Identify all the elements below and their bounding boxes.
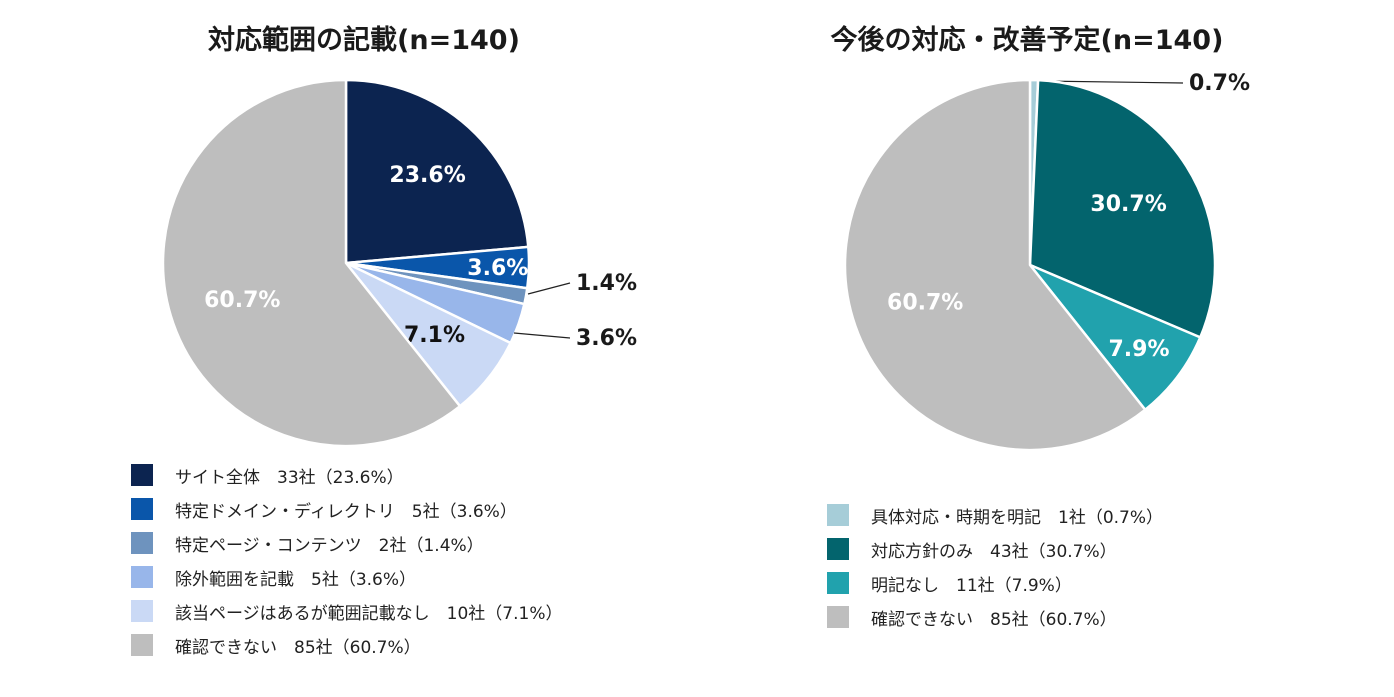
pie-0-slice-5 (161, 78, 462, 448)
legend-1-item-2: 明記なし 11社（7.9%） (827, 566, 1163, 600)
legend-0-label-3: 除外範囲を記載 5社（3.6%） (175, 569, 417, 590)
pie-1-slice-1 (1028, 78, 1217, 339)
pie-0-data-label-5: 60.7% (204, 288, 280, 313)
legend-1-item-3: 確認できない 85社（60.7%） (827, 600, 1163, 634)
legend-0-label-1: 特定ドメイン・ディレクトリ 5社（3.6%） (175, 501, 517, 522)
legend-0-item-4: 該当ページはあるが範囲記載なし 10社（7.1%） (131, 594, 562, 628)
legend-1-swatch-1 (827, 538, 849, 560)
legend-1-item-0: 具体対応・時期を明記 1社（0.7%） (827, 498, 1163, 532)
legend-0-item-5: 確認できない 85社（60.7%） (131, 628, 562, 662)
legend-0-item-0: サイト全体 33社（23.6%） (131, 458, 562, 492)
pie-0-slice-0 (344, 78, 530, 265)
pie-0-data-label-3: 3.6% (576, 326, 637, 351)
pie-1-slice-3 (843, 78, 1147, 452)
pie-0-leader-line-3 (513, 332, 571, 339)
legend-1-label-2: 明記なし 11社（7.9%） (871, 575, 1072, 596)
legend-right: 具体対応・時期を明記 1社（0.7%） 対応方針のみ 43社（30.7%） 明記なし… (827, 498, 1163, 634)
legend-1-swatch-2 (827, 572, 849, 594)
pie-1-data-label-1: 30.7% (1090, 192, 1166, 217)
legend-0-item-1: 特定ドメイン・ディレクトリ 5社（3.6%） (131, 492, 562, 526)
legend-0-label-4: 該当ページはあるが範囲記載なし 10社（7.1%） (175, 603, 563, 624)
pie-chart-right: 0.7% 30.7% 7.9% 60.7% (843, 71, 1250, 452)
legend-0-item-3: 除外範囲を記載 5社（3.6%） (131, 560, 562, 594)
legend-0-label-0: サイト全体 33社（23.6%） (175, 467, 404, 488)
pie-1-data-label-0: 0.7% (1189, 71, 1250, 96)
legend-0-label-2: 特定ページ・コンテンツ 2社（1.4%） (175, 535, 484, 556)
legend-0-swatch-5 (131, 634, 153, 656)
pie-chart-left: 23.6% 3.6% 1.4% 3.6% 7.1% 60.7% (161, 78, 637, 448)
legend-0-swatch-2 (131, 532, 153, 554)
legend-1-label-0: 具体対応・時期を明記 1社（0.7%） (871, 507, 1164, 528)
pie-1-slice-2 (1028, 263, 1202, 411)
legend-0-swatch-3 (131, 566, 153, 588)
pie-1-data-label-3: 60.7% (887, 291, 963, 316)
legend-1-label-1: 対応方針のみ 43社（30.7%） (871, 541, 1117, 562)
legend-0-swatch-4 (131, 600, 153, 622)
chart-title-left: 対応範囲の記載(n=140) (208, 24, 520, 56)
legend-left: サイト全体 33社（23.6%） 特定ドメイン・ディレクトリ 5社（3.6%） 特定… (131, 458, 562, 662)
chart-title-right: 今後の対応・改善予定(n=140) (831, 24, 1224, 56)
pie-0-data-label-0: 23.6% (389, 163, 465, 188)
legend-0-label-5: 確認できない 85社（60.7%） (175, 637, 421, 658)
pie-0-leader-line-2 (527, 282, 571, 295)
pie-0-data-label-2: 1.4% (576, 271, 637, 296)
legend-0-swatch-1 (131, 498, 153, 520)
pie-1-leader-line-0 (1039, 80, 1184, 84)
legend-0-swatch-0 (131, 464, 153, 486)
legend-1-swatch-3 (827, 606, 849, 628)
pie-1-data-label-2: 7.9% (1108, 337, 1169, 362)
legend-1-label-3: 確認できない 85社（60.7%） (871, 609, 1117, 630)
pie-0-data-label-4: 7.1% (404, 323, 465, 348)
legend-0-item-2: 特定ページ・コンテンツ 2社（1.4%） (131, 526, 562, 560)
legend-1-swatch-0 (827, 504, 849, 526)
pie-0-data-label-1: 3.6% (467, 256, 528, 281)
legend-1-item-1: 対応方針のみ 43社（30.7%） (827, 532, 1163, 566)
